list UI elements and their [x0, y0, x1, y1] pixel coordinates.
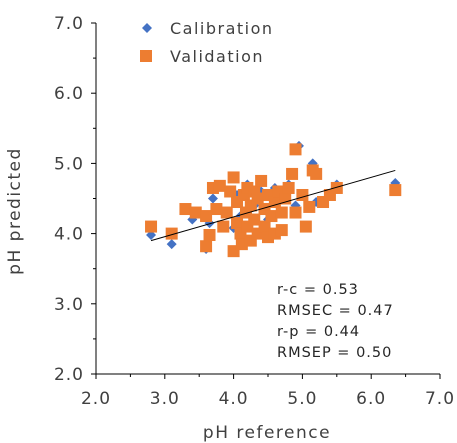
- trendline-layer: [150, 169, 396, 242]
- data-points: [145, 140, 402, 258]
- validation-point: [210, 203, 223, 216]
- y-tick-label: 3.0: [54, 295, 84, 315]
- validation-point: [213, 179, 226, 192]
- validation-point: [296, 188, 309, 201]
- validation-point: [220, 206, 233, 219]
- validation-point: [200, 240, 213, 253]
- y-tick-label: 2.0: [54, 365, 84, 385]
- diamond-marker-icon: [142, 23, 152, 33]
- x-tick-label: 7.0: [425, 389, 455, 409]
- validation-point: [289, 143, 302, 156]
- annotation-rc: r-c = 0.53: [277, 282, 359, 298]
- y-axis-label: pH predicted: [5, 147, 25, 275]
- validation-point: [227, 171, 240, 184]
- validation-point: [248, 185, 261, 198]
- y-tick-label: 6.0: [54, 84, 84, 104]
- validation-point: [255, 174, 268, 187]
- validation-point: [248, 213, 261, 226]
- statistics-annotation: r-c = 0.53 RMSEC = 0.47 r-p = 0.44 RMSEP…: [277, 282, 394, 361]
- x-tick-label: 5.0: [287, 389, 317, 409]
- y-tick-label: 4.0: [54, 225, 84, 245]
- validation-point: [244, 199, 257, 212]
- validation-point: [330, 181, 343, 194]
- x-axis-label: pH reference: [203, 423, 331, 443]
- square-marker-icon: [140, 50, 152, 62]
- validation-point: [303, 200, 316, 213]
- validation-point: [244, 234, 257, 247]
- calibration-point: [207, 193, 218, 204]
- validation-point: [310, 167, 323, 180]
- annotation-rmsec: RMSEC = 0.47: [277, 303, 394, 319]
- y-tick-label: 7.0: [54, 14, 84, 34]
- trendline: [150, 169, 396, 242]
- y-tick-label: 5.0: [54, 154, 84, 174]
- x-tick-label: 3.0: [150, 389, 180, 409]
- validation-point: [145, 220, 158, 233]
- validation-point: [275, 224, 288, 237]
- legend-item-validation: Validation: [140, 47, 264, 66]
- legend-label-calibration: Calibration: [170, 19, 274, 38]
- validation-point: [189, 206, 202, 219]
- x-axis: 2.0 3.0 4.0 5.0 6.0 7.0: [81, 373, 455, 409]
- validation-point: [289, 206, 302, 219]
- x-tick-label: 4.0: [219, 389, 249, 409]
- legend-label-validation: Validation: [170, 47, 264, 66]
- legend: Calibration Validation: [140, 19, 274, 66]
- validation-point: [200, 210, 213, 223]
- series-validation: [145, 143, 402, 258]
- validation-point: [165, 227, 178, 240]
- validation-point: [282, 181, 295, 194]
- validation-point: [299, 220, 312, 233]
- validation-point: [268, 196, 281, 209]
- validation-point: [258, 220, 271, 233]
- validation-point: [275, 206, 288, 219]
- annotation-rmsep: RMSEP = 0.50: [277, 345, 392, 361]
- validation-point: [265, 210, 278, 223]
- validation-point: [203, 229, 216, 242]
- calibration-point: [166, 239, 177, 250]
- validation-point: [251, 192, 264, 205]
- x-tick-label: 2.0: [81, 389, 111, 409]
- validation-point: [389, 184, 402, 197]
- validation-point: [217, 220, 230, 233]
- validation-point: [224, 185, 237, 198]
- x-tick-label: 6.0: [356, 389, 386, 409]
- y-axis: 2.0 3.0 4.0 5.0 6.0 7.0: [54, 14, 97, 385]
- validation-point: [286, 167, 299, 180]
- legend-item-calibration: Calibration: [142, 19, 274, 38]
- annotation-rp: r-p = 0.44: [277, 324, 360, 340]
- validation-point: [179, 203, 192, 216]
- validation-point: [231, 217, 244, 230]
- validation-point: [279, 192, 292, 205]
